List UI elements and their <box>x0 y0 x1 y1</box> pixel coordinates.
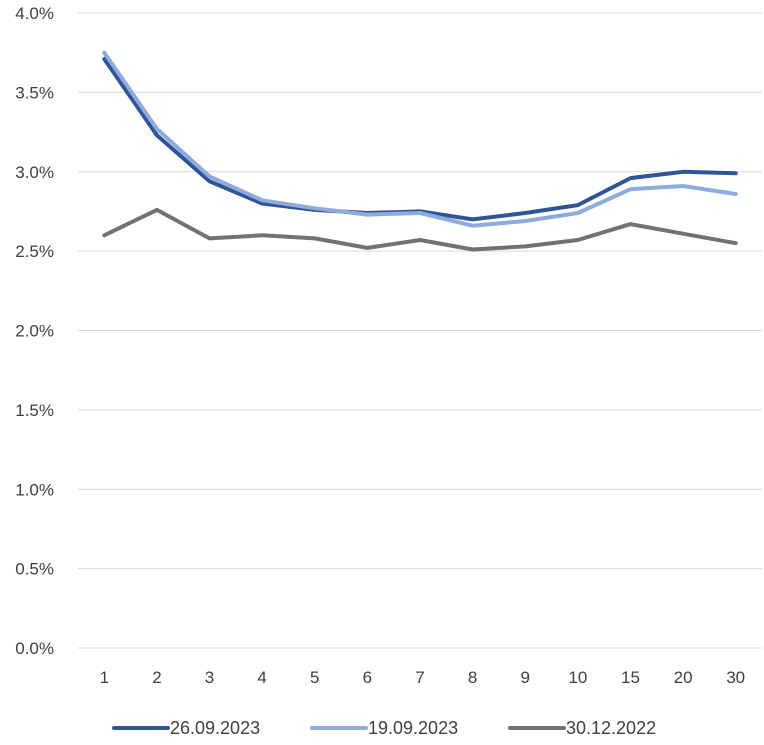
x-tick-label: 2 <box>152 668 161 687</box>
y-tick-label: 0.5% <box>15 560 54 579</box>
grid-layer <box>78 12 762 649</box>
x-tick-label: 8 <box>468 668 477 687</box>
y-tick-label: 3.0% <box>15 163 54 182</box>
y-tick-label: 1.5% <box>15 401 54 420</box>
y-axis-ticks: 0.0% 0.5% 1.0% 1.5% 2.0% 2.5% 3.0% 3.5% 4.0% <box>15 4 54 658</box>
series-line-2 <box>102 50 738 228</box>
x-tick-label: 9 <box>520 668 529 687</box>
x-tick-label: 6 <box>363 668 372 687</box>
y-tick-label: 2.0% <box>15 322 54 341</box>
x-axis-ticks: 1 2 3 4 5 6 7 8 9 10 15 20 30 <box>100 668 746 687</box>
series-layer <box>102 50 738 252</box>
x-tick-label: 4 <box>257 668 266 687</box>
series-line-1 <box>102 57 738 222</box>
x-tick-label: 20 <box>674 668 693 687</box>
legend: 26.09.2023 19.09.2023 30.12.2022 <box>112 718 656 738</box>
legend-label: 30.12.2022 <box>566 718 656 738</box>
legend-label: 19.09.2023 <box>368 718 458 738</box>
x-tick-label: 1 <box>100 668 109 687</box>
x-tick-label: 15 <box>621 668 640 687</box>
x-tick-label: 7 <box>415 668 424 687</box>
x-tick-label: 5 <box>310 668 319 687</box>
y-tick-label: 3.5% <box>15 83 54 102</box>
y-tick-label: 2.5% <box>15 242 54 261</box>
x-tick-label: 30 <box>726 668 745 687</box>
series-line-3 <box>102 207 738 252</box>
y-tick-label: 0.0% <box>15 639 54 658</box>
legend-label: 26.09.2023 <box>170 718 260 738</box>
x-tick-label: 3 <box>205 668 214 687</box>
y-tick-label: 1.0% <box>15 480 54 499</box>
x-tick-label: 10 <box>568 668 587 687</box>
y-tick-label: 4.0% <box>15 4 54 23</box>
